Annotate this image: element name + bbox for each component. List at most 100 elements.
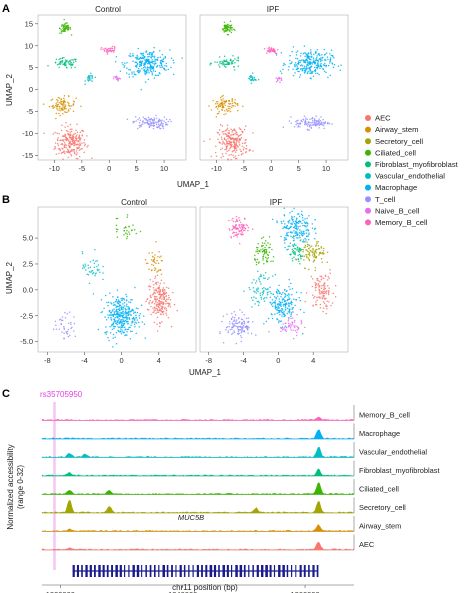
umap-point bbox=[251, 72, 254, 74]
umap-point bbox=[226, 313, 228, 315]
umap-point bbox=[158, 321, 161, 324]
umap-point bbox=[311, 120, 314, 122]
umap-point bbox=[120, 297, 122, 300]
umap-point bbox=[265, 259, 268, 262]
umap-point bbox=[65, 332, 68, 334]
umap-point bbox=[281, 307, 283, 310]
umap-point bbox=[304, 240, 306, 243]
umap-point bbox=[73, 152, 76, 154]
umap-point bbox=[236, 236, 238, 238]
umap-point bbox=[264, 256, 267, 259]
umap-point bbox=[164, 56, 167, 59]
umap-point bbox=[218, 64, 220, 66]
umap-point bbox=[262, 244, 264, 247]
umap-point bbox=[245, 148, 247, 150]
umap-point bbox=[300, 231, 303, 234]
umap-point bbox=[215, 100, 218, 103]
umap-point bbox=[70, 143, 73, 145]
umap-point bbox=[317, 283, 320, 285]
umap-point bbox=[113, 312, 116, 315]
umap-point bbox=[288, 308, 290, 311]
umap-point bbox=[237, 328, 240, 331]
umap-point bbox=[264, 239, 267, 242]
umap-point bbox=[220, 108, 223, 111]
x-tick-label: 0 bbox=[120, 356, 124, 365]
umap-point bbox=[151, 119, 154, 122]
umap-point bbox=[65, 121, 67, 124]
umap-point bbox=[162, 127, 165, 130]
umap-point bbox=[129, 69, 132, 71]
umap-point bbox=[241, 231, 243, 233]
umap-point bbox=[287, 322, 290, 325]
umap-point bbox=[62, 27, 64, 30]
umap-point bbox=[302, 59, 305, 62]
umap-point bbox=[123, 301, 126, 304]
panel-a-ylabel: UMAP_2 bbox=[5, 73, 14, 106]
snp-label: rs35705950 bbox=[40, 390, 83, 399]
umap-point bbox=[124, 307, 126, 310]
umap-point bbox=[129, 311, 132, 313]
umap-point bbox=[316, 59, 318, 61]
umap-point bbox=[153, 257, 156, 259]
umap-point bbox=[227, 25, 230, 27]
legend-label: Naive_B_cell bbox=[375, 206, 420, 215]
umap-point bbox=[225, 24, 227, 27]
umap-point bbox=[291, 322, 294, 324]
umap-point bbox=[218, 110, 220, 113]
umap-point bbox=[161, 321, 163, 323]
umap-point bbox=[245, 150, 248, 153]
umap-point bbox=[52, 133, 55, 135]
umap-point bbox=[321, 296, 323, 298]
umap-point bbox=[69, 28, 72, 30]
umap-point bbox=[127, 320, 129, 323]
umap-point bbox=[316, 72, 319, 74]
umap-point bbox=[230, 106, 233, 109]
umap-point bbox=[278, 300, 281, 303]
umap-point bbox=[126, 235, 129, 238]
umap-point bbox=[75, 144, 78, 146]
umap-point bbox=[293, 235, 295, 238]
umap-point bbox=[155, 58, 157, 61]
umap-point bbox=[314, 269, 317, 272]
umap-point bbox=[115, 343, 118, 345]
umap-point bbox=[275, 80, 278, 83]
umap-point bbox=[123, 227, 126, 229]
umap-point bbox=[313, 66, 316, 68]
umap-point bbox=[307, 121, 310, 123]
umap-point bbox=[146, 308, 149, 311]
umap-point bbox=[123, 326, 126, 328]
umap-point bbox=[67, 149, 69, 151]
umap-point bbox=[78, 155, 81, 158]
track-signal bbox=[41, 468, 355, 477]
umap-point bbox=[230, 237, 233, 239]
umap-point bbox=[302, 234, 304, 236]
umap-point bbox=[321, 56, 324, 59]
umap-point bbox=[322, 118, 324, 121]
umap-point bbox=[69, 334, 71, 337]
umap-point bbox=[301, 216, 304, 219]
umap-point bbox=[242, 324, 245, 327]
umap-point bbox=[136, 70, 139, 72]
track-memory-b-cell: Memory_B_cell bbox=[41, 405, 410, 421]
umap-point bbox=[222, 140, 224, 143]
umap-point bbox=[137, 56, 139, 58]
umap-point bbox=[224, 60, 227, 62]
umap-point bbox=[315, 51, 317, 53]
gene-exon bbox=[111, 565, 113, 577]
umap-point bbox=[237, 56, 239, 59]
umap-point bbox=[296, 246, 299, 248]
panel-b-ipf-x-axis: -8 -4 0 4 bbox=[205, 352, 315, 365]
umap-point bbox=[141, 120, 144, 122]
panel-a-control-cluster-vascular-endothelial bbox=[84, 72, 97, 86]
umap-point bbox=[104, 294, 107, 297]
umap-point bbox=[295, 123, 297, 126]
umap-point bbox=[225, 133, 227, 135]
umap-point bbox=[268, 251, 271, 253]
umap-point bbox=[149, 120, 151, 123]
umap-point bbox=[157, 74, 160, 76]
umap-point bbox=[108, 339, 110, 342]
umap-point bbox=[297, 122, 300, 125]
umap-point bbox=[299, 236, 301, 239]
umap-point bbox=[238, 140, 240, 142]
umap-point bbox=[270, 48, 273, 51]
